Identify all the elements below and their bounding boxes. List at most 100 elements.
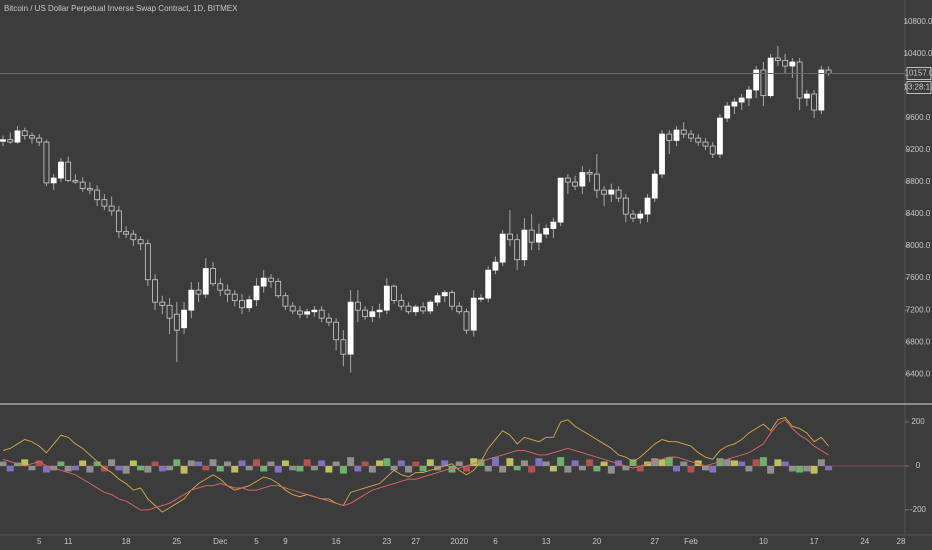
x-tick-label: 9	[283, 537, 288, 546]
histogram-square	[520, 460, 528, 466]
histogram-square	[491, 457, 499, 466]
candle-body	[470, 297, 477, 331]
histogram-square	[745, 465, 753, 472]
countdown-box	[906, 81, 932, 94]
histogram-square	[252, 459, 260, 466]
candle-body	[210, 268, 216, 285]
candle-body	[579, 172, 586, 187]
candle-body	[289, 305, 296, 312]
histogram-square	[347, 457, 355, 466]
histogram-square	[716, 458, 724, 466]
histogram-square	[557, 457, 565, 466]
candle-body	[615, 189, 622, 199]
histogram-square	[115, 465, 123, 471]
candle-body	[796, 61, 803, 99]
histogram-square	[629, 459, 637, 466]
candle-body	[651, 173, 658, 199]
x-tick-label: 17	[810, 537, 819, 546]
candle-body	[724, 105, 731, 119]
histogram-square	[86, 465, 94, 473]
histogram-square	[231, 465, 239, 473]
candle-body	[398, 300, 405, 307]
histogram-square	[419, 465, 427, 472]
candle-body	[659, 133, 665, 175]
candle-body	[383, 285, 390, 311]
histogram-square	[665, 457, 673, 466]
candle-body	[260, 277, 267, 287]
histogram-square	[680, 461, 688, 466]
x-tick-label: Dec	[213, 537, 227, 546]
histogram-square	[368, 465, 376, 473]
y-tick-label: 8000.0	[906, 241, 931, 250]
x-tick-label: 6	[493, 537, 498, 546]
histogram-square	[209, 459, 217, 466]
histogram-square	[694, 460, 702, 466]
x-tick-label: 25	[172, 537, 181, 546]
histogram-square	[506, 458, 514, 466]
candle-body	[311, 309, 318, 313]
histogram-square	[564, 465, 572, 473]
price-label: 10157.0	[905, 69, 932, 78]
y-tick-label: 6800.0	[906, 337, 931, 346]
histogram-square	[405, 465, 413, 473]
candle-body	[304, 311, 311, 315]
candle-body	[246, 299, 253, 309]
candle-body	[731, 101, 738, 107]
histogram-square	[93, 461, 101, 466]
histogram-square	[687, 465, 695, 473]
histogram-square	[195, 461, 203, 466]
histogram-square	[173, 459, 181, 466]
histogram-square	[607, 465, 615, 474]
candle-body	[782, 60, 789, 67]
candle-body	[275, 280, 282, 297]
candle-body	[79, 181, 86, 189]
candle-body	[412, 306, 419, 313]
candle-body	[666, 133, 673, 141]
y-tick-label: 7600.0	[906, 273, 931, 282]
candle-body	[521, 229, 528, 261]
candle-body	[333, 321, 340, 341]
histogram-square	[484, 465, 492, 472]
candle-body	[123, 231, 130, 235]
histogram-square	[187, 460, 195, 466]
candle-body	[58, 161, 64, 179]
candle-body	[478, 297, 484, 300]
x-tick-label: Feb	[684, 537, 698, 546]
histogram-square	[245, 465, 253, 471]
indicator-line	[2, 417, 829, 513]
chart-title: Bitcoin / US Dollar Perpetual Inverse Sw…	[4, 4, 238, 13]
candle-body	[137, 239, 144, 245]
candle-body	[557, 177, 564, 223]
candle-body	[507, 233, 513, 241]
histogram-square	[788, 465, 796, 472]
histogram-square	[412, 461, 420, 466]
histogram-square	[571, 460, 579, 466]
histogram-square	[71, 465, 79, 471]
candle-body	[622, 197, 629, 215]
histogram-square	[310, 465, 318, 471]
candle-body	[239, 300, 245, 309]
candle-body	[818, 69, 825, 111]
candle-body	[108, 205, 115, 212]
candle-body	[181, 309, 187, 329]
histogram-square	[57, 461, 65, 466]
y-tick-label: 200	[911, 417, 925, 426]
histogram-square	[738, 461, 746, 466]
histogram-square	[137, 465, 145, 471]
histogram-square	[651, 458, 659, 466]
histogram-square	[296, 465, 304, 472]
histogram-square	[578, 465, 586, 471]
candle-body	[72, 180, 79, 183]
y-tick-label: 10400.0	[904, 49, 932, 58]
y-tick-label: 6400.0	[906, 369, 931, 378]
x-tick-label: 20	[592, 537, 601, 546]
y-tick-label: -200	[910, 505, 927, 514]
candle-body	[101, 199, 108, 207]
countdown: 13:28:10	[903, 83, 932, 92]
histogram-square	[216, 465, 224, 472]
candle-body	[717, 117, 723, 155]
histogram-square	[513, 465, 521, 471]
histogram-square	[586, 459, 594, 466]
